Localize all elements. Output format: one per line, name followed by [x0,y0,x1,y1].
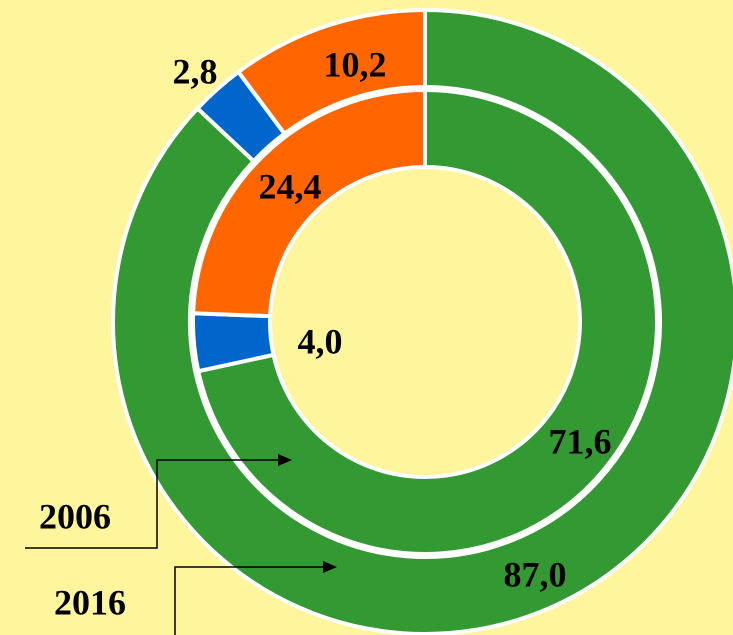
data-label: 2,8 [173,51,218,91]
donut-segment [191,87,427,319]
pointer-2006 [25,459,288,549]
arrow-head [323,561,337,573]
data-label: 4,0 [298,321,343,361]
arrow-head [278,454,292,466]
pointer-2016 [174,566,333,635]
data-label: 24,4 [259,166,322,206]
donut-segment [111,7,733,635]
series-label: 2016 [54,582,126,622]
donut-segment [195,87,659,556]
series-label: 2006 [39,496,111,536]
data-label: 87,0 [504,554,567,594]
data-label: 10,2 [324,44,387,84]
rings [111,7,733,635]
data-label: 71,6 [549,421,612,461]
donut-segment [235,7,427,137]
